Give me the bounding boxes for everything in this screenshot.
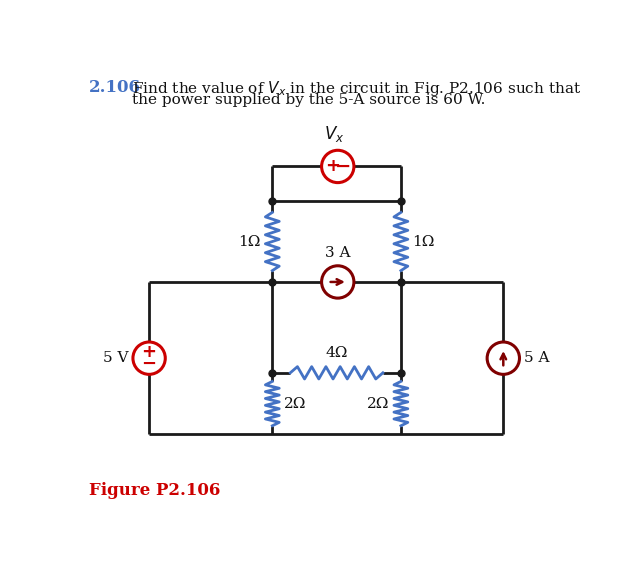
Text: +: + (325, 157, 340, 176)
Text: 1Ω: 1Ω (239, 235, 261, 249)
Text: 2Ω: 2Ω (284, 397, 306, 411)
Text: 1Ω: 1Ω (412, 235, 435, 249)
Text: 3 A: 3 A (325, 246, 350, 260)
Text: −: − (142, 355, 157, 373)
Text: the power supplied by the 5-A source is 60 W.: the power supplied by the 5-A source is … (132, 93, 486, 107)
Text: +: + (142, 343, 156, 361)
Text: Figure P2.106: Figure P2.106 (89, 482, 220, 499)
Text: 5 A: 5 A (524, 351, 549, 365)
Text: −: − (335, 157, 352, 176)
Text: Find the value of $V_x$ in the circuit in Fig. P2.106 such that: Find the value of $V_x$ in the circuit i… (132, 80, 581, 98)
Text: 4Ω: 4Ω (325, 346, 348, 360)
Text: 2Ω: 2Ω (367, 397, 389, 411)
Text: 2.106: 2.106 (89, 80, 141, 97)
Text: 5 V: 5 V (103, 351, 128, 365)
Text: $V_x$: $V_x$ (323, 124, 344, 144)
